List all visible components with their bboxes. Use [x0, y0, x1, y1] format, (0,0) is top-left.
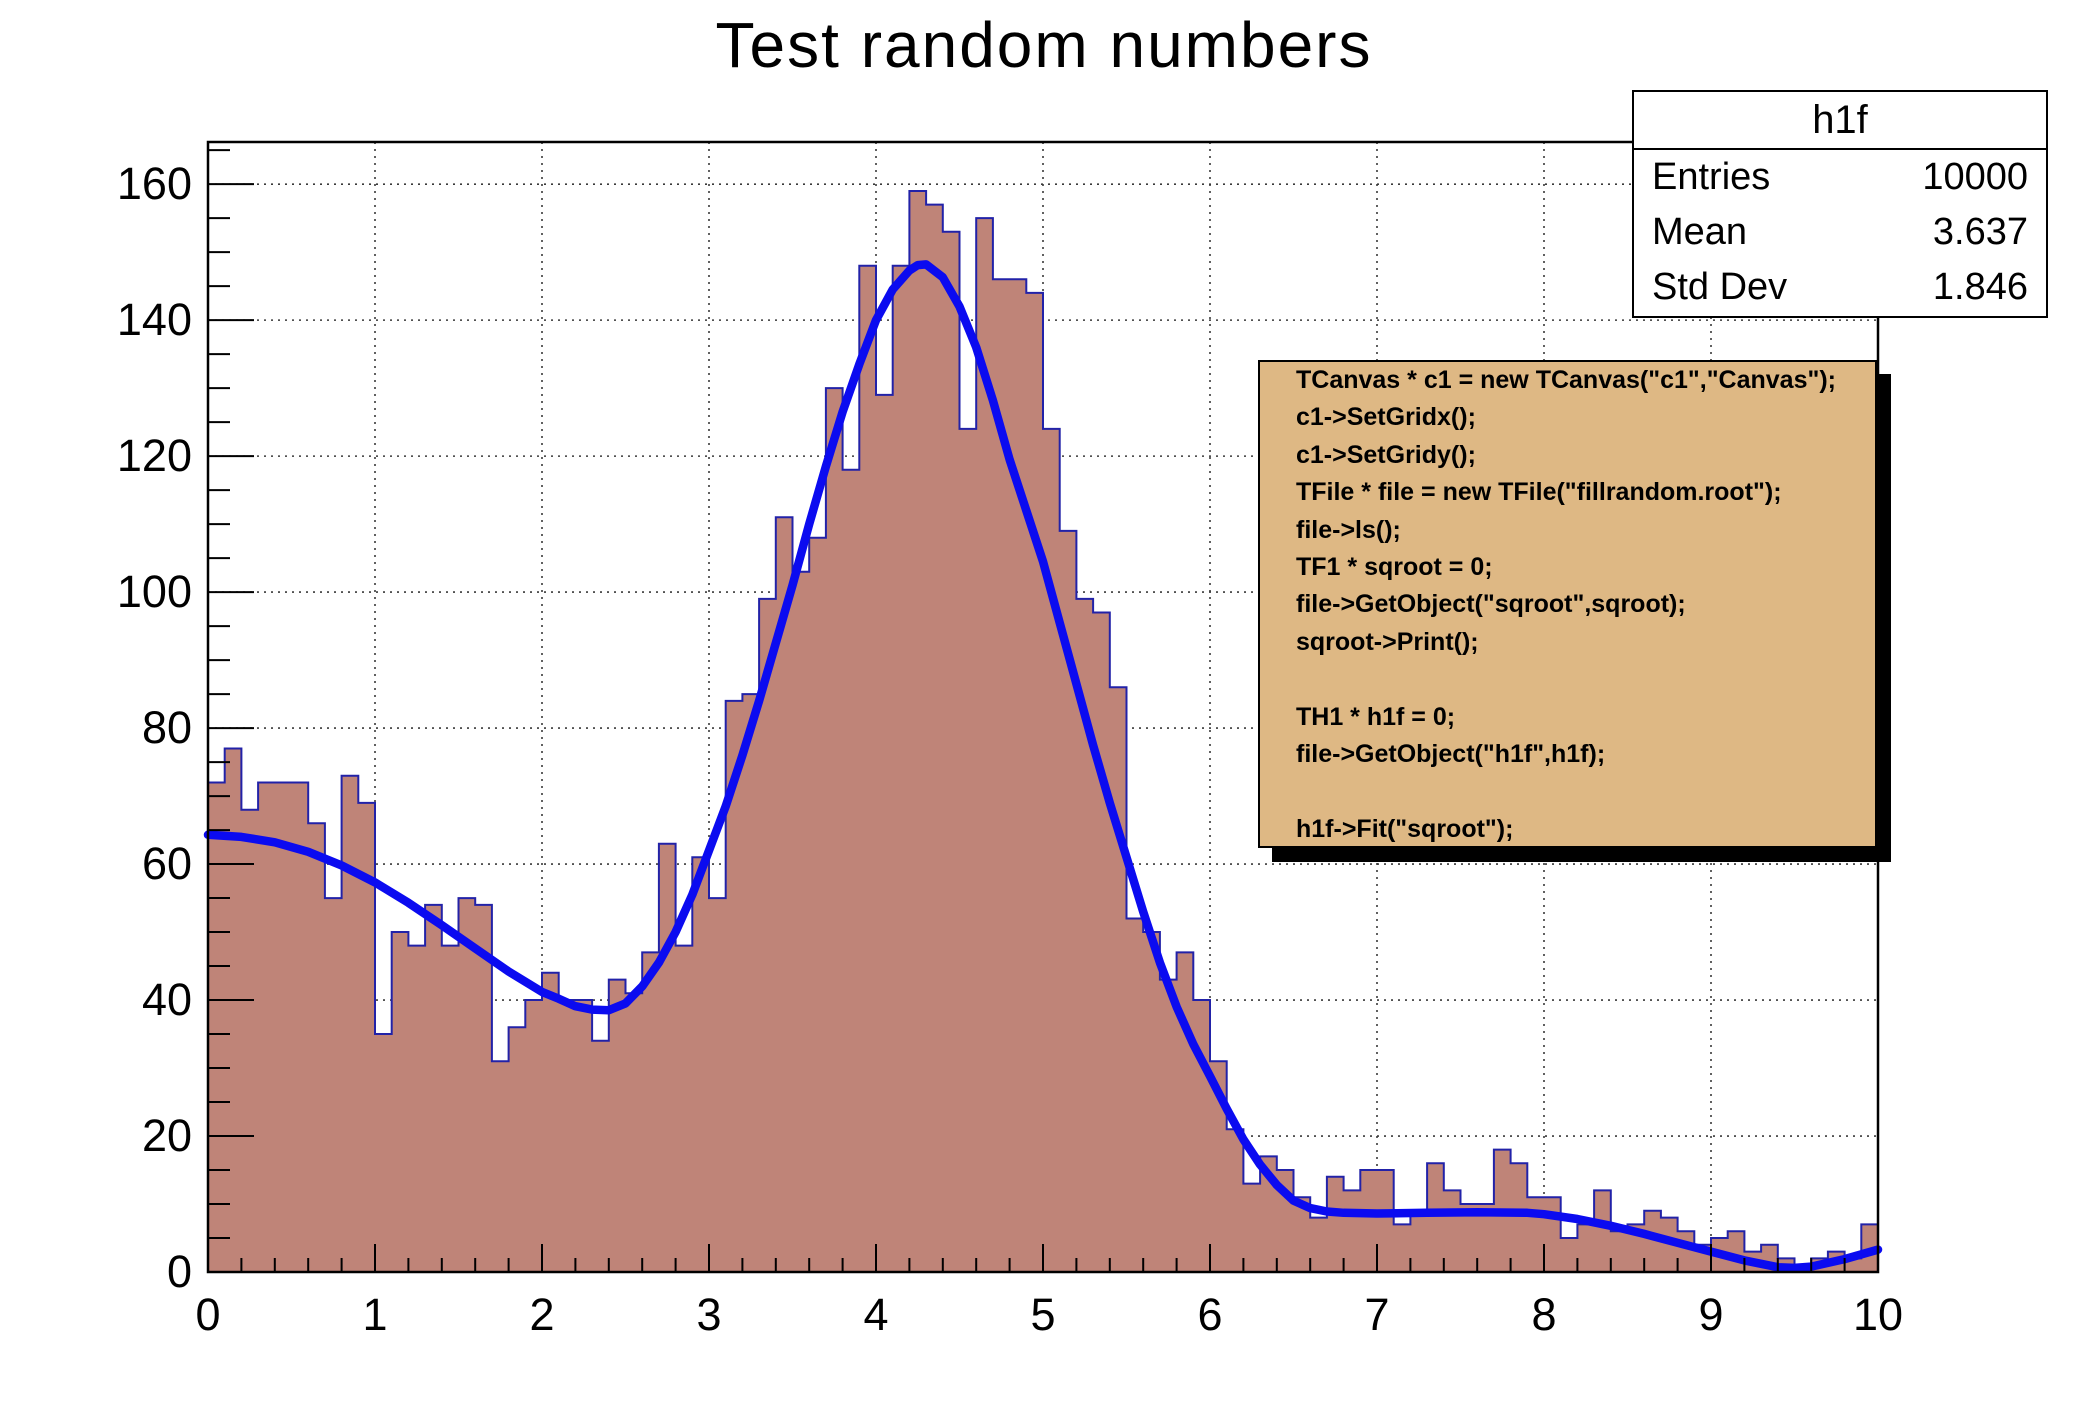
stats-label: Std Dev [1652, 266, 1788, 308]
y-tick-label: 80 [142, 702, 192, 753]
y-tick-label: 60 [142, 838, 192, 889]
code-line: c1->SetGridy(); [1296, 440, 1476, 469]
stats-label: Mean [1652, 211, 1748, 253]
y-tick-label: 120 [117, 430, 192, 481]
y-tick-label: 160 [117, 158, 192, 209]
y-tick-label: 20 [142, 1110, 192, 1161]
y-tick-label: 100 [117, 566, 192, 617]
x-tick-label: 1 [362, 1289, 387, 1340]
code-line: TCanvas * c1 = new TCanvas("c1","Canvas"… [1296, 366, 1836, 394]
code-pave-text: TCanvas * c1 = new TCanvas("c1","Canvas"… [1258, 360, 1877, 848]
code-line: h1f->Fit("sqroot"); [1296, 814, 1514, 843]
x-tick-label: 8 [1531, 1289, 1556, 1340]
stats-box: h1f Entries 10000 Mean 3.637 Std Dev 1.8… [1632, 90, 2048, 318]
x-tick-label: 5 [1030, 1289, 1055, 1340]
x-tick-label: 3 [696, 1289, 721, 1340]
x-tick-label: 6 [1197, 1289, 1222, 1340]
x-tick-label: 2 [529, 1289, 554, 1340]
code-line: file->GetObject("sqroot",sqroot); [1296, 590, 1686, 619]
chart-title: Test random numbers [715, 9, 1373, 81]
code-line: c1->SetGridx(); [1296, 403, 1476, 432]
x-tick-label: 7 [1364, 1289, 1389, 1340]
y-tick-label: 40 [142, 974, 192, 1025]
code-line [1260, 661, 1875, 698]
code-line: TF1 * sqroot = 0; [1296, 552, 1493, 581]
stats-value: 1.846 [1932, 266, 2028, 308]
stats-row-stddev: Std Dev 1.846 [1634, 260, 2046, 315]
stats-value: 3.637 [1932, 211, 2028, 253]
stats-label: Entries [1652, 156, 1771, 198]
code-line: file->ls(); [1296, 515, 1401, 544]
x-tick-label: 4 [863, 1289, 888, 1340]
code-line: sqroot->Print(); [1296, 627, 1479, 656]
x-tick-label: 0 [195, 1289, 220, 1340]
code-line: TFile * file = new TFile("fillrandom.roo… [1296, 478, 1782, 507]
code-line: file->GetObject("h1f",h1f); [1296, 739, 1606, 768]
x-tick-label: 10 [1853, 1289, 1903, 1340]
stats-row-entries: Entries 10000 [1634, 150, 2046, 205]
code-line: TH1 * h1f = 0; [1296, 702, 1456, 731]
stats-value: 10000 [1922, 156, 2028, 198]
stats-box-title: h1f [1634, 92, 2046, 150]
y-tick-label: 0 [167, 1246, 192, 1297]
fit-curve [203, 260, 1883, 1273]
y-tick-label: 140 [117, 294, 192, 345]
code-line [1260, 773, 1875, 810]
stats-row-mean: Mean 3.637 [1634, 205, 2046, 260]
x-tick-label: 9 [1698, 1289, 1723, 1340]
